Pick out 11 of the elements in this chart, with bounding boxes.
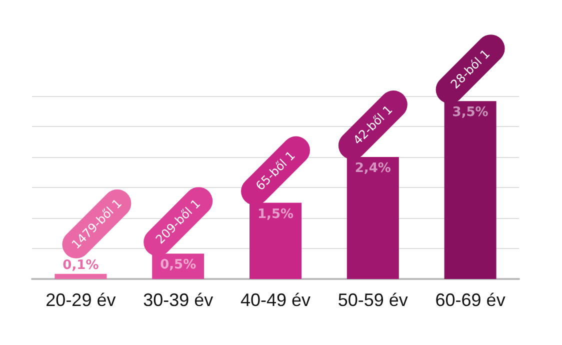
- data-label: 2,4%: [354, 161, 391, 176]
- x-tick-label: 40-49 év: [240, 290, 311, 310]
- x-tick-label: 20-29 év: [46, 290, 116, 310]
- data-label: 0,5%: [160, 258, 196, 273]
- x-tick-label: 60-69 év: [435, 290, 506, 310]
- bar: [54, 274, 107, 279]
- data-label: 3,5%: [452, 105, 488, 120]
- x-tick-label: 50-59 év: [338, 290, 408, 310]
- data-label: 1,5%: [257, 206, 294, 222]
- x-tick-label: 30-39 év: [143, 290, 214, 310]
- data-label: 0,1%: [62, 258, 99, 273]
